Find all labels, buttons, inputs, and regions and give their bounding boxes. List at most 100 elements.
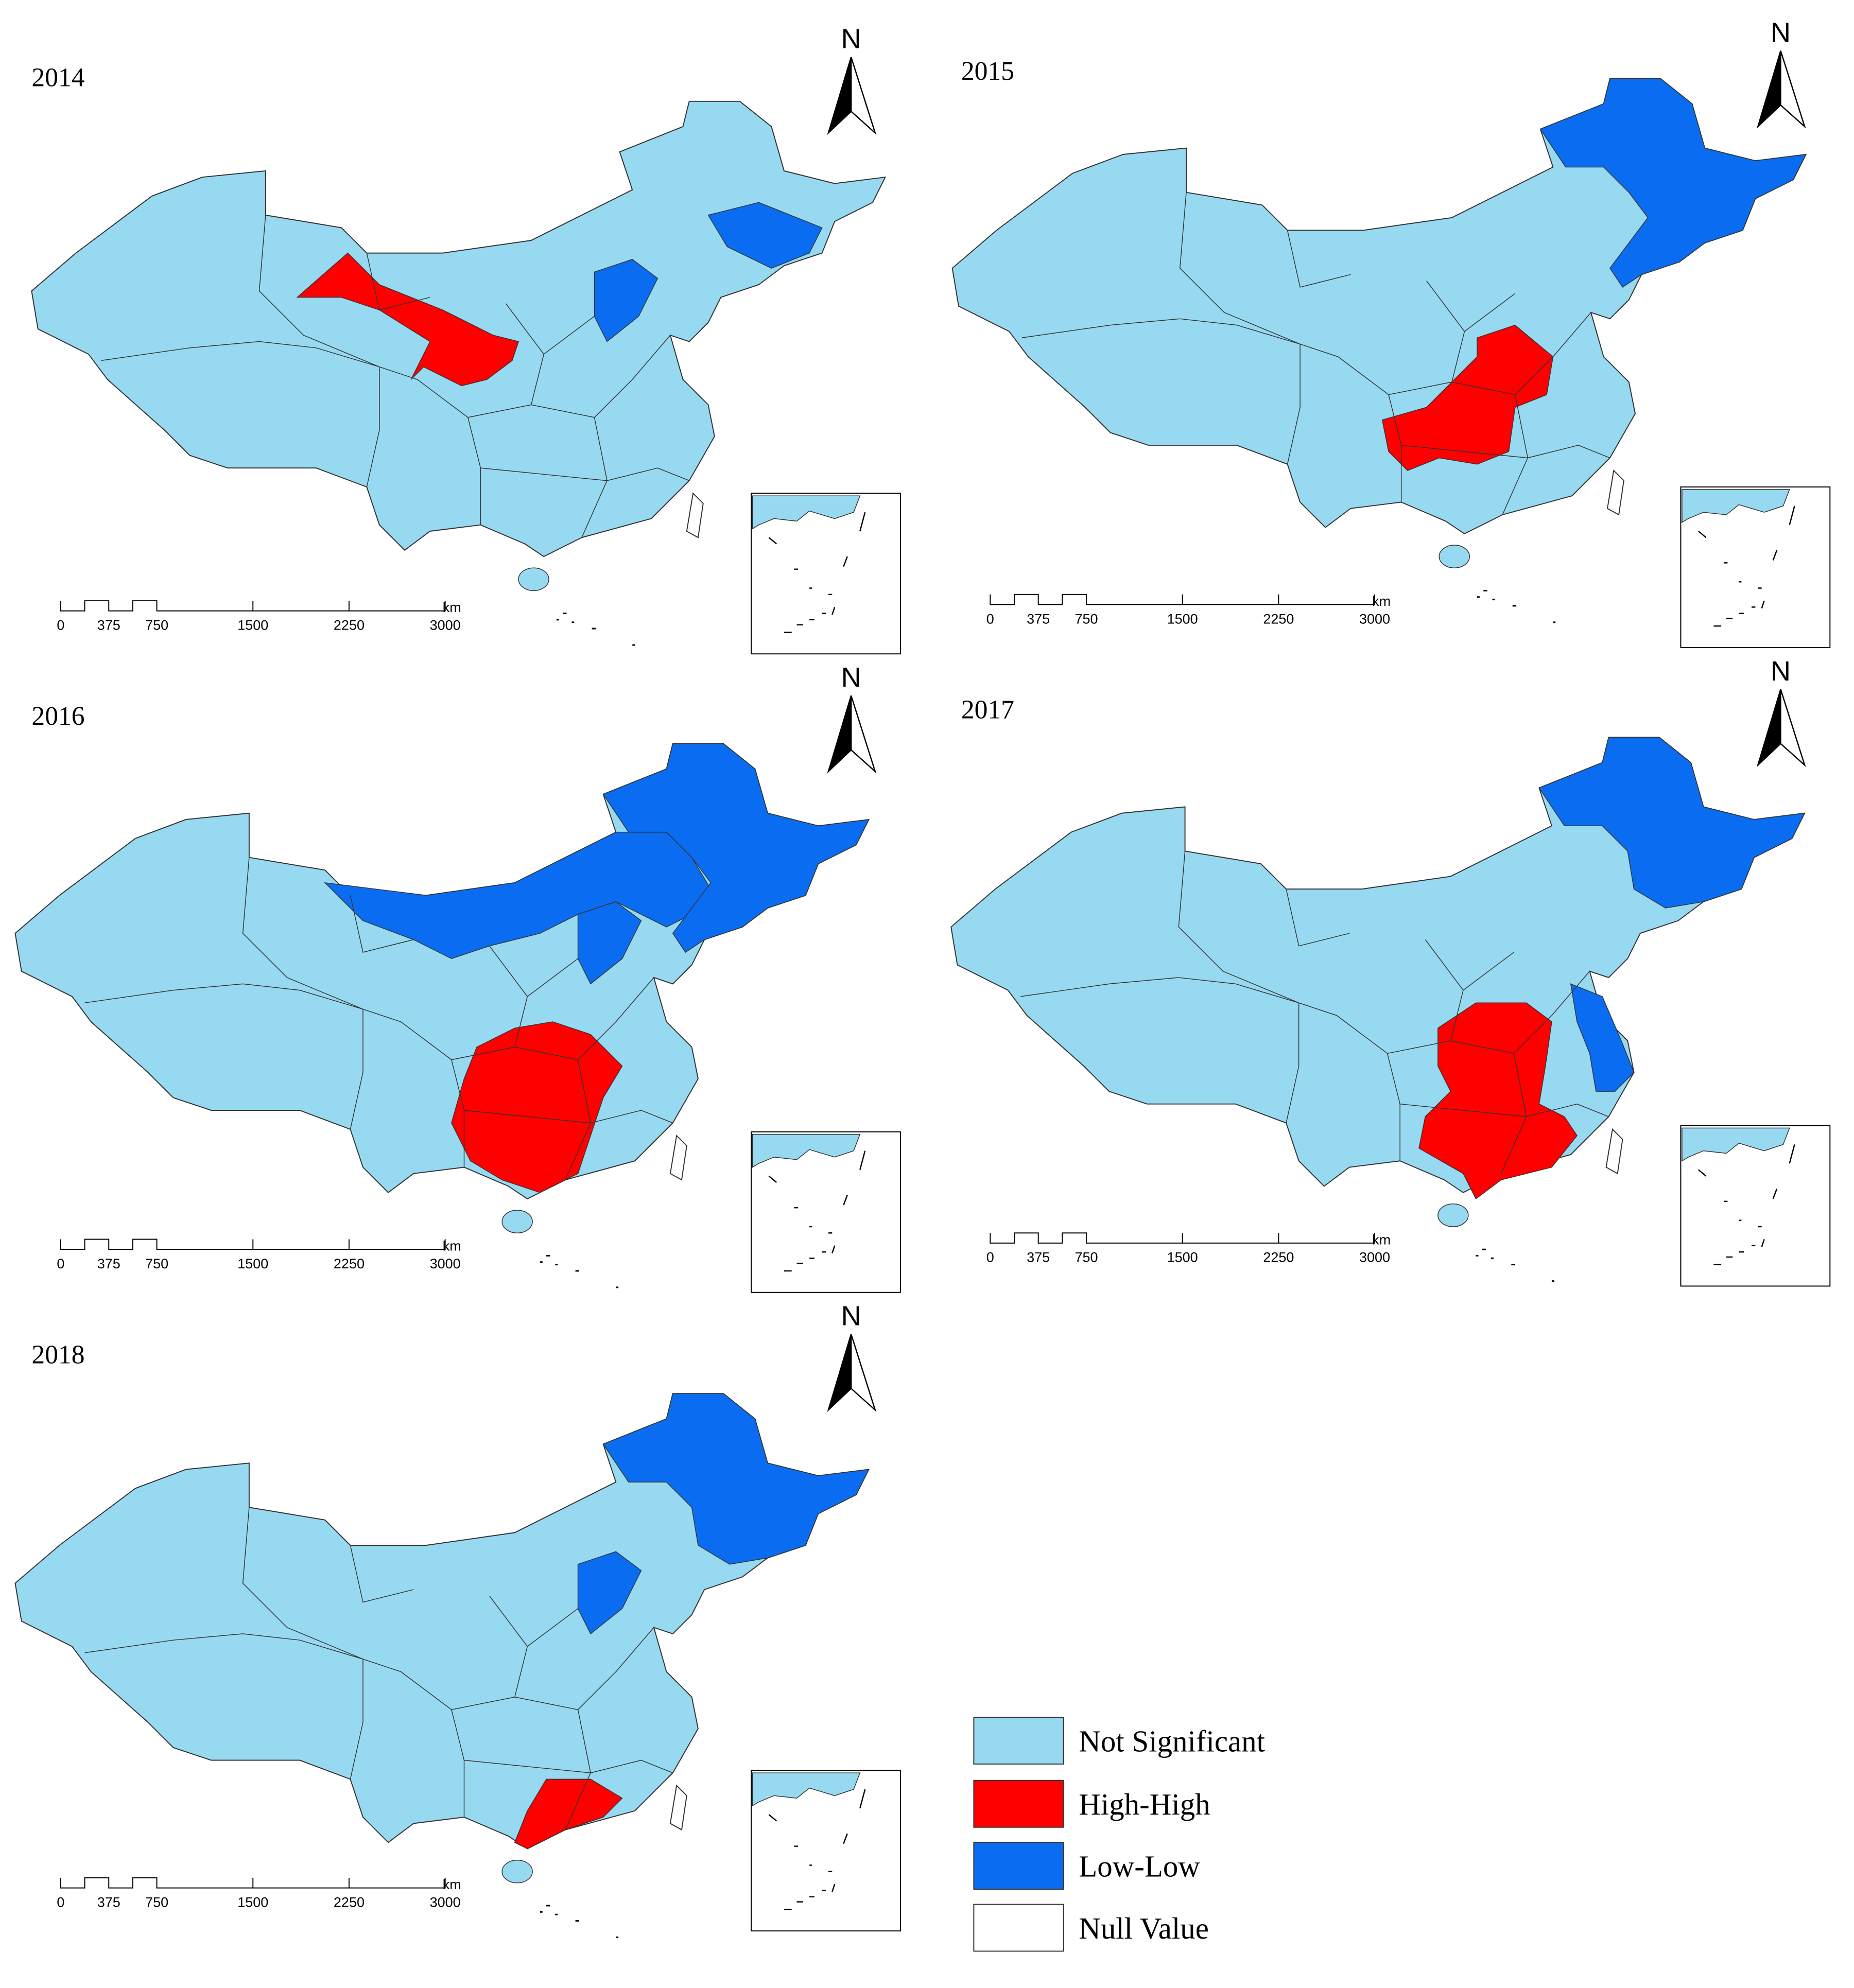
inset-coast bbox=[752, 1772, 861, 1807]
hainan bbox=[1437, 1204, 1469, 1227]
taiwan bbox=[686, 492, 704, 538]
scale-label: 3000 bbox=[430, 1894, 461, 1910]
scale-label: 1500 bbox=[1167, 611, 1198, 626]
inset-frame bbox=[1680, 1125, 1831, 1287]
country-outline bbox=[950, 737, 1806, 1193]
inset-frame bbox=[751, 1770, 901, 1932]
scale-label: 2250 bbox=[334, 1894, 365, 1910]
map-panel: 2017 N 0 375 750 1500 2250 3000 km bbox=[950, 656, 1831, 1287]
highlight-region bbox=[324, 831, 712, 960]
scale-unit: km bbox=[1372, 594, 1391, 609]
scale-unit: km bbox=[443, 600, 461, 615]
north-arrow-right bbox=[850, 1334, 877, 1412]
inset-frame bbox=[751, 1131, 901, 1293]
province-boundaries bbox=[101, 215, 689, 538]
year-label: 2017 bbox=[961, 695, 1014, 725]
highlight-region bbox=[602, 1393, 870, 1565]
scale-label: 750 bbox=[1075, 611, 1098, 626]
highlight-region bbox=[707, 202, 823, 269]
north-arrow-right bbox=[1780, 50, 1806, 129]
scale-label: 3000 bbox=[1359, 1250, 1390, 1265]
north-label: N bbox=[841, 662, 861, 693]
scale-label: 2250 bbox=[334, 1256, 365, 1271]
scale-label: 0 bbox=[57, 1256, 64, 1271]
north-arrow-left bbox=[1756, 689, 1781, 768]
hainan bbox=[1439, 545, 1470, 568]
inset-islands bbox=[1698, 1144, 1795, 1265]
inset-coast bbox=[1682, 1127, 1790, 1162]
scale-bar bbox=[990, 594, 1376, 605]
inset-coast bbox=[752, 495, 861, 530]
islands bbox=[540, 1254, 619, 1288]
scale-label: 750 bbox=[145, 1894, 168, 1910]
legend-label: High-High bbox=[1079, 1787, 1210, 1821]
highlight-region bbox=[1418, 1002, 1578, 1200]
legend-label: Null Value bbox=[1079, 1911, 1209, 1945]
province-boundaries bbox=[1020, 851, 1609, 1174]
north-label: N bbox=[1771, 656, 1791, 687]
inset-frame bbox=[1680, 486, 1831, 648]
province-boundaries bbox=[84, 857, 673, 1180]
hainan bbox=[518, 567, 549, 591]
scale-label: 1500 bbox=[237, 1894, 268, 1910]
legend-label: Not Significant bbox=[1079, 1724, 1265, 1758]
panel-decor: 2016 N 0 375 750 1500 2250 3000 km bbox=[31, 662, 901, 1293]
inset-frame bbox=[751, 493, 901, 655]
highlight-region bbox=[602, 743, 870, 953]
taiwan bbox=[669, 1784, 687, 1831]
north-arrow-left bbox=[827, 695, 852, 774]
scale-label: 375 bbox=[97, 618, 120, 633]
china-map bbox=[14, 743, 870, 1288]
scale-label: 375 bbox=[97, 1894, 120, 1910]
scale-label: 2250 bbox=[1263, 611, 1294, 626]
highlight-region bbox=[451, 1021, 623, 1193]
islands bbox=[556, 613, 635, 646]
hainan bbox=[501, 1210, 533, 1233]
scale-unit: km bbox=[443, 1877, 461, 1892]
scale-label: 2250 bbox=[1263, 1250, 1294, 1265]
islands bbox=[540, 1905, 619, 1938]
islands bbox=[1477, 589, 1556, 623]
inset-islands bbox=[768, 1150, 866, 1272]
taiwan bbox=[669, 1135, 687, 1181]
north-arrow-left bbox=[827, 1334, 852, 1412]
scale-label: 0 bbox=[986, 1250, 994, 1265]
north-arrow-left bbox=[827, 57, 852, 135]
scale-label: 3000 bbox=[1359, 611, 1390, 626]
highlight-region bbox=[1381, 324, 1554, 471]
year-label: 2018 bbox=[31, 1340, 84, 1369]
inset-coast bbox=[752, 1133, 861, 1168]
north-label: N bbox=[1771, 17, 1791, 48]
panel-decor: 2014 N 0 375 750 1500 2250 3000 km bbox=[31, 24, 901, 655]
scale-label: 750 bbox=[145, 1256, 168, 1271]
map-panel: 2016 N 0 375 750 1500 2250 3000 km bbox=[14, 662, 901, 1293]
scale-label: 3000 bbox=[430, 618, 461, 633]
scale-label: 1500 bbox=[1167, 1250, 1198, 1265]
china-map bbox=[950, 737, 1806, 1282]
hainan bbox=[501, 1859, 533, 1884]
scale-label: 375 bbox=[97, 1256, 120, 1271]
north-arrow-left bbox=[1756, 50, 1781, 129]
highlight-region bbox=[1538, 737, 1806, 909]
scale-label: 750 bbox=[145, 618, 168, 633]
china-map bbox=[31, 100, 887, 646]
legend-swatch bbox=[973, 1842, 1064, 1890]
map-panel: 2015 N 0 375 750 1500 2250 3000 km bbox=[951, 17, 1831, 648]
inset-islands bbox=[1698, 505, 1795, 627]
country-outline bbox=[14, 1393, 870, 1850]
province-boundaries bbox=[1021, 192, 1610, 515]
highlight-region bbox=[296, 252, 519, 387]
taiwan bbox=[1606, 469, 1624, 516]
scale-label: 0 bbox=[57, 618, 64, 633]
highlight-region bbox=[1570, 983, 1635, 1092]
china-map bbox=[14, 1393, 870, 1938]
scale-unit: km bbox=[443, 1239, 461, 1254]
year-label: 2016 bbox=[31, 702, 84, 731]
inset-islands bbox=[768, 1789, 866, 1910]
legend-swatch bbox=[973, 1780, 1064, 1828]
panel-decor: 2018 N 0 375 750 1500 2250 3000 km bbox=[31, 1301, 901, 1932]
north-label: N bbox=[841, 1301, 861, 1332]
north-arrow-right bbox=[1780, 689, 1806, 768]
north-arrow-right bbox=[850, 695, 877, 774]
